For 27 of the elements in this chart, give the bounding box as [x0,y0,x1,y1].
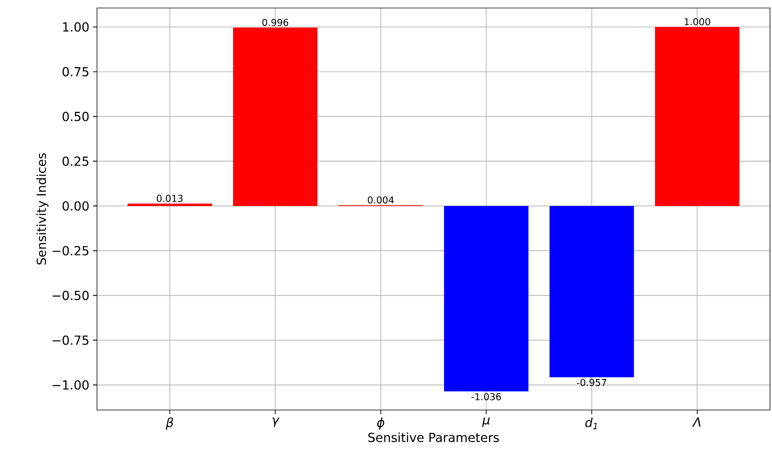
bar [233,28,318,206]
data-label: 0.013 [156,194,183,202]
y-tick-label: 1.00 [63,22,89,32]
y-tick-label: 0.50 [62,112,89,122]
x-tick-label: Λ [692,418,700,427]
data-label: -1.036 [471,393,501,400]
y-tick-label: 0.75 [62,67,88,76]
y-tick-label: −1.00 [52,380,89,390]
x-tick-label: β [166,418,173,430]
x-tick-label: γ [272,418,280,427]
y-tick-label: −0.50 [52,290,89,300]
data-label: 0.004 [368,196,394,204]
data-label: -0.957 [576,378,606,386]
y-tick-label: −0.25 [52,246,88,256]
x-tick-label: d$_{1}$ [585,418,597,430]
y-tick-label: −0.75 [52,335,88,345]
y-tick-label: 0.25 [62,156,88,166]
data-label: 0.996 [262,18,288,26]
y-axis-title: Sensitivity Indices [36,153,48,265]
x-tick-label: μ [482,418,490,427]
bar [655,26,740,206]
x-tick-label: ϕ [377,418,384,430]
data-label: 1.000 [684,18,710,26]
y-tick-label: 0.00 [62,201,89,211]
x-axis-title: Sensitive Parameters [368,432,499,442]
bar [550,206,634,378]
bar [444,206,528,392]
